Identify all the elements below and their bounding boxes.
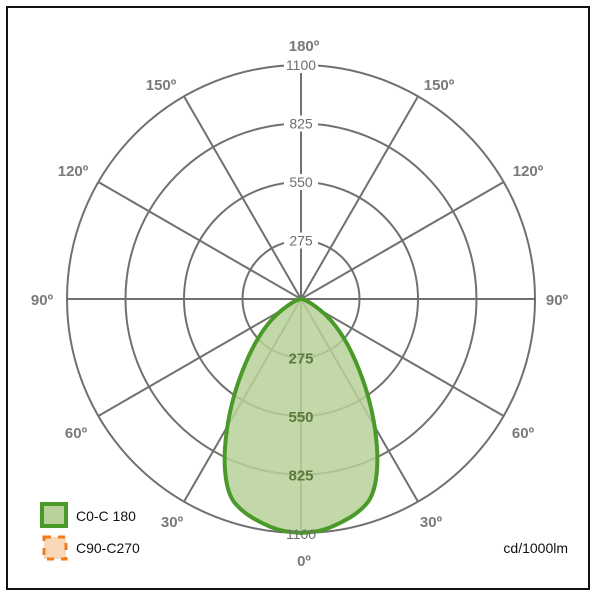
ring-label-up-1100: 1100 [286, 57, 316, 73]
legend-label-c0: C0-C 180 [76, 508, 136, 524]
legend-swatch-c0 [40, 502, 68, 528]
angle-label-top: 180º [289, 38, 320, 55]
ring-label-bg-up-1100 [284, 57, 318, 73]
ring-label-down-275: 275 [288, 351, 313, 368]
labels-layer: 275 550 825 1100 275 550 825 1100 180º 150º 150º 12… [31, 38, 569, 570]
ring-label-down-1100: 1100 [286, 526, 316, 542]
unit-label: cd/1000lm [503, 540, 568, 556]
angle-label-bottom: 0º [297, 553, 311, 570]
angle-label-left: 90º [31, 292, 54, 309]
ring-label-up-825: 825 [289, 116, 313, 132]
ring-label-up-550: 550 [289, 174, 313, 190]
series-layer [222, 297, 380, 535]
ring-label-down-825: 825 [288, 468, 313, 485]
angle-label-lower-right: 30º [420, 514, 443, 531]
series-0-curve [222, 297, 380, 535]
angle-label-upper-right: 150º [424, 77, 455, 94]
ring-label-bg-up-275 [284, 232, 318, 249]
legend: C0-C 180 C90-C270 [40, 502, 140, 561]
ring-label-up-275: 275 [289, 233, 313, 249]
ring-label-bg-up-550 [284, 174, 318, 190]
ring-label-down-550: 550 [288, 409, 313, 426]
angle-label-right: 90º [546, 292, 569, 309]
legend-swatch-c90 [42, 535, 68, 561]
angle-label-mid-upper-right: 120º [513, 163, 544, 180]
angle-label-mid-lower-left: 60º [65, 425, 88, 442]
angle-label-mid-lower-right: 60º [512, 425, 535, 442]
ring-label-bg-up-825 [284, 115, 318, 132]
angle-label-mid-upper-left: 120º [58, 163, 89, 180]
angle-label-lower-left: 30º [161, 514, 184, 531]
legend-label-c90: C90-C270 [76, 540, 140, 556]
angle-label-upper-left: 150º [146, 77, 177, 94]
